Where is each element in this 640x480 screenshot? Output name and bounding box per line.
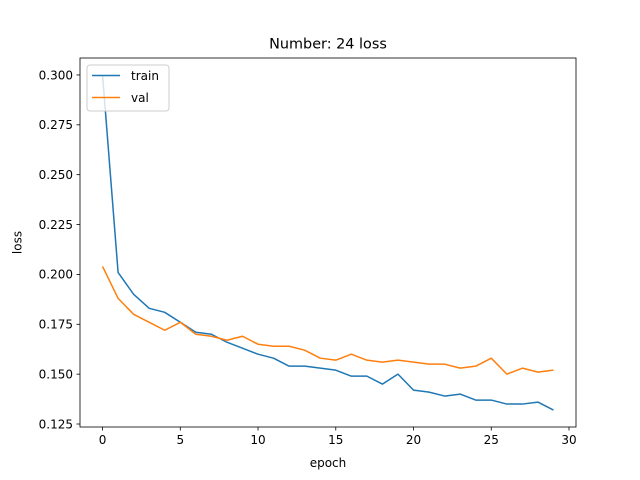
y-tick-label: 0.150 [39,367,73,381]
x-axis-label: epoch [310,456,347,470]
series-line-val [101,266,554,375]
legend-label-val: val [131,91,149,105]
y-tick-label: 0.200 [39,268,73,282]
y-axis-ticks: 0.125 0.150 0.175 0.200 0.225 0.250 0.275 0.300 [39,68,80,431]
plot-background [80,58,576,427]
x-tick-label: 20 [406,433,421,447]
x-tick-label: 0 [99,433,107,447]
y-tick-label: 0.250 [39,168,73,182]
series-group [101,74,554,411]
x-tick-label: 15 [328,433,343,447]
y-tick-label: 0.125 [39,417,73,431]
y-axis-label: loss [11,231,25,254]
x-axis-ticks: 0 5 10 15 20 25 30 [99,427,577,447]
x-tick-label: 25 [484,433,499,447]
y-tick-label: 0.275 [39,118,73,132]
plot-area [80,58,576,427]
y-tick-label: 0.175 [39,318,73,332]
plot-frame [79,57,577,428]
series-line-train [101,74,554,411]
legend-label-train: train [131,69,159,83]
x-tick-label: 10 [250,433,265,447]
legend: train val [86,64,170,112]
y-tick-label: 0.225 [39,218,73,232]
chart-title: Number: 24 loss [269,37,387,53]
y-tick-label: 0.300 [39,68,73,82]
x-tick-label: 30 [561,433,576,447]
x-tick-label: 5 [176,433,184,447]
legend-box [86,64,170,112]
